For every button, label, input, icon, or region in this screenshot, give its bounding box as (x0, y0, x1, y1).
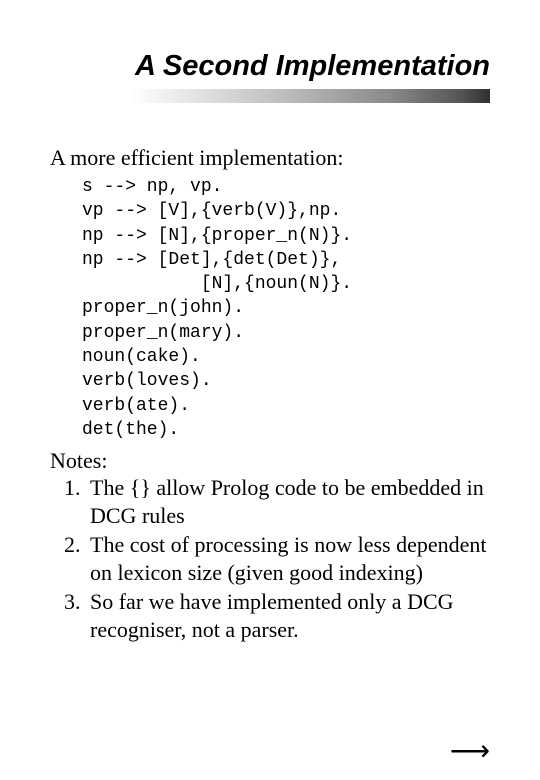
notes-list: The {} allow Prolog code to be embedded … (50, 474, 490, 643)
notes-label: Notes: (50, 448, 490, 474)
page-title: A Second Implementation (50, 50, 490, 83)
title-divider (130, 89, 490, 103)
list-item: So far we have implemented only a DCG re… (86, 588, 490, 643)
intro-text: A more efficient implementation: (50, 145, 490, 171)
list-item: The cost of processing is now less depen… (86, 531, 490, 586)
code-block: s --> np, vp. vp --> [V],{verb(V)},np. n… (82, 175, 490, 442)
list-item: The {} allow Prolog code to be embedded … (86, 474, 490, 529)
next-arrow-icon[interactable]: ⟶ (450, 738, 490, 766)
slide-container: A Second Implementation A more efficient… (0, 0, 540, 643)
